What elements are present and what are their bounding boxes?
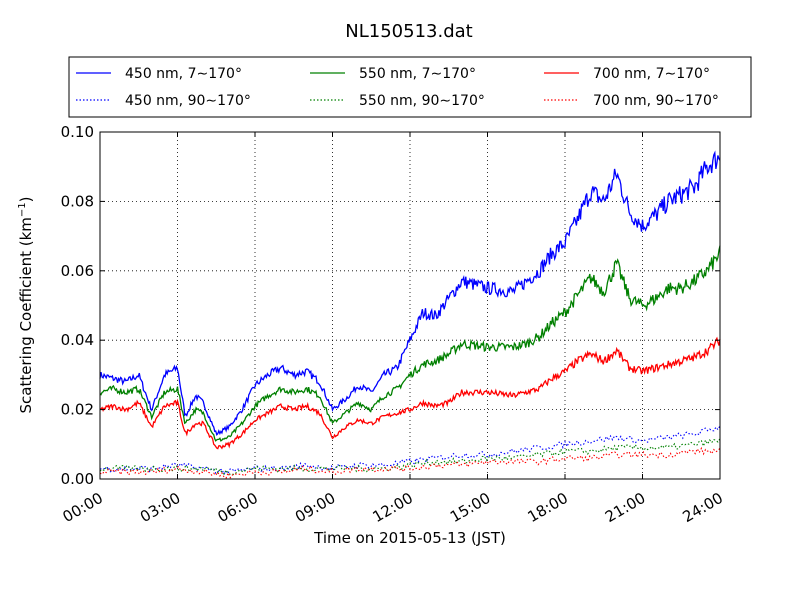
x-tick-label-3: 09:00 <box>292 489 338 526</box>
series-line-4 <box>99 438 721 476</box>
legend: 450 nm, 7∼170° 550 nm, 7∼170° 700 nm, 7∼17… <box>68 56 752 118</box>
y-axis-label-end: ) <box>17 196 35 202</box>
y-tick-label-0: 0.00 <box>61 470 94 488</box>
y-tick-label-2: 0.04 <box>61 331 94 349</box>
legend-frame <box>68 56 752 118</box>
x-tick-label-0: 00:00 <box>60 489 106 526</box>
x-tick-label-6: 18:00 <box>525 489 571 526</box>
legend-label-3: 450 nm, 90∼170° <box>125 93 251 109</box>
series-line-0 <box>99 150 721 436</box>
x-tick-label-8: 24:00 <box>680 489 726 526</box>
chart-title: NL150513.dat <box>345 21 472 42</box>
y-axis-label: Scattering Coefficient (km−1) <box>17 196 35 413</box>
x-tick-label-1: 03:00 <box>137 489 183 526</box>
plot-area <box>100 132 720 479</box>
grid <box>100 132 720 479</box>
legend-label-5: 700 nm, 90∼170° <box>593 93 719 109</box>
x-tick-label-5: 15:00 <box>447 489 493 526</box>
y-tick-label-5: 0.10 <box>61 123 94 141</box>
series-line-3 <box>99 425 721 476</box>
x-tick-label-2: 06:00 <box>215 489 261 526</box>
y-axis-label-main: Scattering Coefficient (km <box>17 217 35 413</box>
y-axis-label-sup: −1 <box>17 202 28 217</box>
x-tick-label-7: 21:00 <box>602 489 648 526</box>
series-line-2 <box>99 336 721 450</box>
x-axis-label: Time on 2015-05-13 (JST) <box>313 529 506 547</box>
series-layer <box>99 150 721 479</box>
series-line-5 <box>99 446 721 479</box>
series-line-1 <box>99 245 721 442</box>
x-tick-label-4: 12:00 <box>370 489 416 526</box>
legend-label-4: 550 nm, 90∼170° <box>359 93 485 109</box>
legend-label-1: 550 nm, 7∼170° <box>359 66 476 82</box>
y-tick-label-3: 0.06 <box>61 262 94 280</box>
legend-label-2: 700 nm, 7∼170° <box>593 66 710 82</box>
y-tick-label-4: 0.08 <box>61 192 94 210</box>
legend-label-0: 450 nm, 7∼170° <box>125 66 242 82</box>
y-tick-label-1: 0.02 <box>61 401 94 419</box>
